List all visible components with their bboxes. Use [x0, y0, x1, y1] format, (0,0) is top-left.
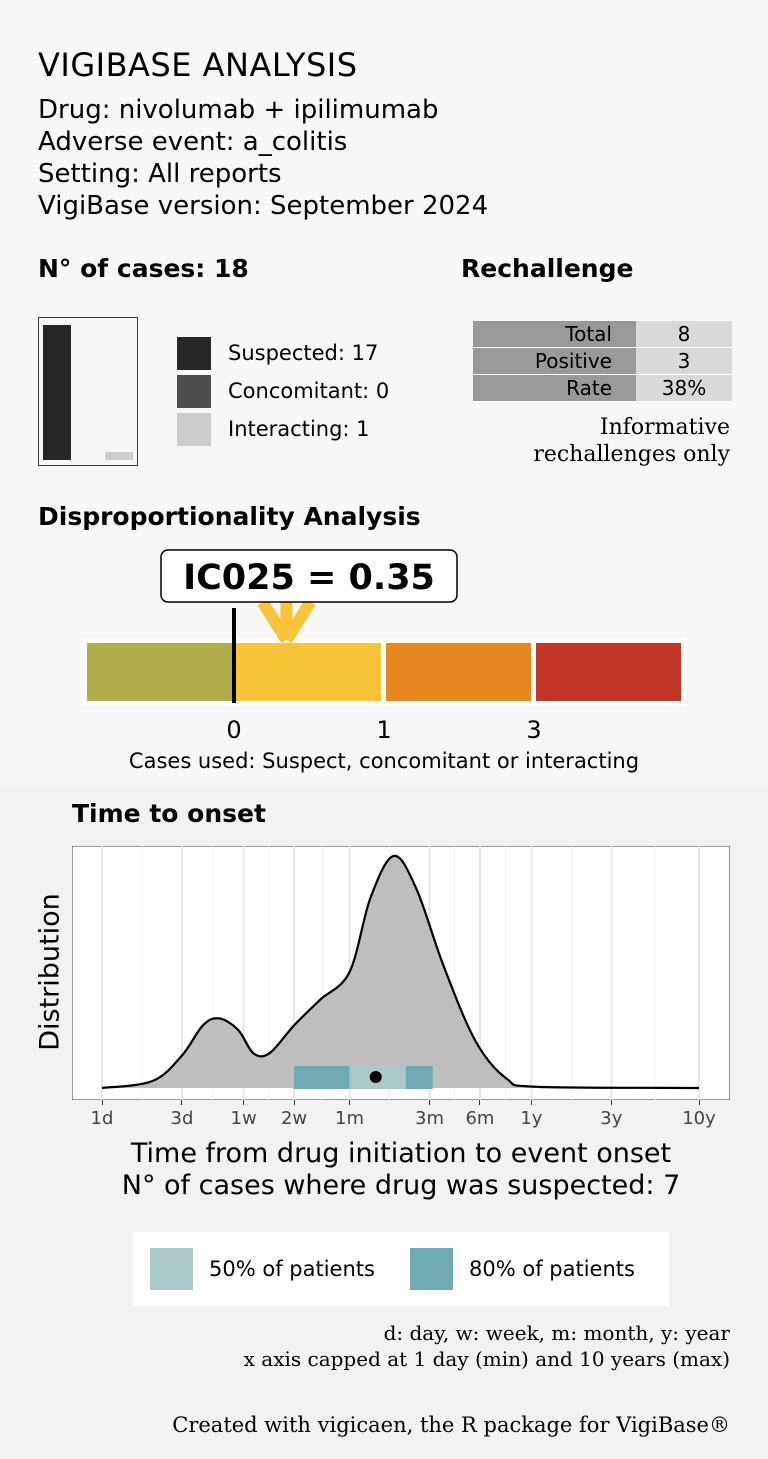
- cases-title: N° of cases: 18: [38, 254, 249, 283]
- total-value: 8: [636, 321, 732, 348]
- legend-80-label: 80% of patients: [469, 1257, 635, 1281]
- tto-note-2: x axis capped at 1 day (min) and 10 year…: [243, 1347, 730, 1371]
- interacting-bar: [105, 452, 133, 460]
- x-tick-label: 3y: [600, 1108, 623, 1129]
- concomitant-swatch: [177, 375, 211, 408]
- x-tick-mark: [610, 1100, 612, 1105]
- tto-title: Time to onset: [72, 799, 266, 828]
- ic-gauge: IC025 = 0.35: [82, 549, 687, 706]
- concomitant-label: Concomitant: 0: [228, 379, 390, 403]
- suspected-label: Suspected: 17: [228, 341, 379, 365]
- gauge-segment-1-3: [386, 643, 531, 701]
- x-tick-label: 2w: [280, 1108, 308, 1129]
- setting-line: Setting: All reports: [38, 159, 282, 189]
- rechallenge-note-line1: Informative: [599, 415, 730, 440]
- page-title: VIGIBASE ANALYSIS: [38, 46, 358, 84]
- cases-bar-chart: [38, 317, 138, 466]
- legend-50-swatch: [150, 1248, 193, 1290]
- rechallenge-note: Informative rechallenges only: [533, 414, 730, 468]
- rate-key: Rate: [473, 374, 636, 402]
- tto-xlabel: Time from drug initiation to event onset: [130, 1138, 672, 1169]
- version-line: VigiBase version: September 2024: [38, 191, 489, 221]
- disproportionality-title: Disproportionality Analysis: [38, 502, 421, 531]
- x-tick-mark: [429, 1100, 430, 1105]
- density-area: [102, 855, 699, 1088]
- gauge-segment-0-1: [236, 643, 381, 701]
- tto-legend: 50% of patients 80% of patients: [133, 1232, 669, 1306]
- legend-50-label: 50% of patients: [209, 1257, 375, 1281]
- rechallenge-title: Rechallenge: [461, 254, 634, 283]
- x-tick-label: 3m: [415, 1108, 444, 1129]
- threshold-3: 3: [526, 716, 542, 744]
- positive-key: Positive: [473, 347, 636, 375]
- x-tick-mark: [181, 1100, 183, 1105]
- ic-arrow-icon: [257, 598, 316, 644]
- event-line: Adverse event: a_colitis: [38, 127, 348, 157]
- x-tick-label: 10y: [682, 1108, 716, 1129]
- tto-caption: N° of cases where drug was suspected: 7: [121, 1170, 681, 1201]
- x-tick-label: 1m: [335, 1108, 365, 1129]
- legend-80-swatch: [410, 1248, 453, 1290]
- x-tick-mark: [101, 1100, 103, 1105]
- tto-plot: [72, 846, 730, 1100]
- table-row: Rate 38%: [473, 374, 732, 402]
- suspected-bar: [43, 325, 71, 460]
- median-point: [369, 1071, 382, 1083]
- x-tick-label: 1w: [230, 1108, 257, 1129]
- x-tick-mark: [479, 1100, 481, 1105]
- gauge-segment-below-0: [87, 643, 233, 701]
- positive-value: 3: [636, 347, 732, 375]
- x-tick-label: 1d: [90, 1108, 114, 1129]
- x-tick-label: 3d: [170, 1108, 194, 1129]
- table-row: Positive 3: [473, 347, 732, 375]
- rechallenge-table: Total 8 Positive 3 Rate 38%: [473, 321, 732, 402]
- threshold-1: 1: [376, 716, 392, 744]
- rate-value: 38%: [636, 374, 732, 402]
- tto-notes: d: day, w: week, m: month, y: year x axi…: [244, 1320, 730, 1372]
- gauge-segment-above-3: [536, 643, 681, 701]
- threshold-0: 0: [226, 716, 242, 744]
- x-tick-label: 6m: [465, 1108, 495, 1129]
- ic-label: IC025 = 0.35: [183, 558, 435, 598]
- ic-caption: Cases used: Suspect, concomitant or inte…: [128, 749, 640, 773]
- table-row: Total 8: [473, 321, 732, 348]
- x-tick-mark: [243, 1100, 245, 1105]
- x-tick-mark: [293, 1100, 295, 1105]
- total-key: Total: [473, 321, 636, 348]
- tto-ylabel: Distribution: [34, 893, 66, 1051]
- x-tick-label: 1y: [520, 1108, 543, 1129]
- x-tick-mark: [530, 1100, 532, 1105]
- drug-line: Drug: nivolumab + ipilimumab: [38, 95, 439, 125]
- footer-credit: Created with vigicaen, the R package for…: [172, 1413, 730, 1437]
- suspected-swatch: [177, 337, 211, 370]
- tto-note-1: d: day, w: week, m: month, y: year: [383, 1321, 730, 1345]
- ic-label-box: [160, 549, 458, 603]
- x-tick-mark: [349, 1100, 351, 1105]
- rechallenge-note-line2: rechallenges only: [533, 442, 730, 467]
- density-line: [101, 854, 700, 1090]
- interacting-label: Interacting: 1: [228, 417, 370, 441]
- interacting-swatch: [177, 413, 211, 446]
- x-tick-mark: [698, 1100, 700, 1105]
